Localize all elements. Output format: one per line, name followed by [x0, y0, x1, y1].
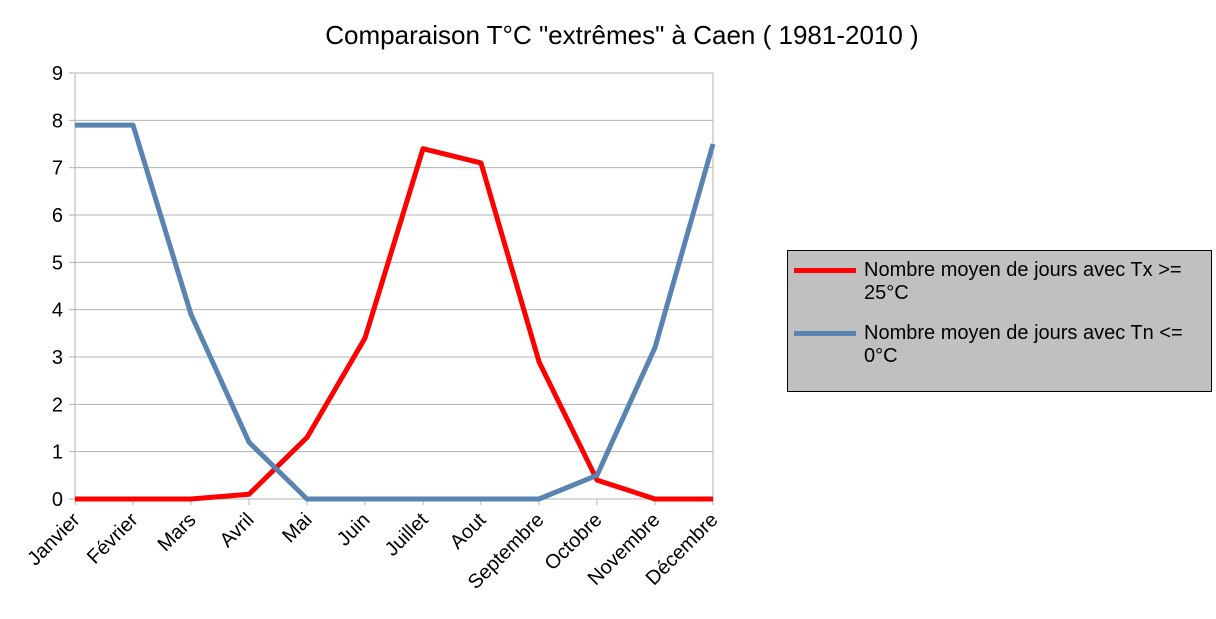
y-tick-label: 9 — [52, 63, 63, 85]
legend-label: Nombre moyen de jours avec Tn <= 0°C — [864, 322, 1183, 367]
chart-title: Comparaison T°C "extrêmes" à Caen ( 1981… — [325, 20, 918, 50]
legend: Nombre moyen de jours avec Tx >= 25°C Nom… — [787, 250, 1212, 392]
y-tick-label: 0 — [52, 489, 63, 511]
x-tick-label: Janvier — [23, 509, 84, 570]
y-tick-label: 5 — [52, 252, 63, 274]
y-tick-label: 7 — [52, 158, 63, 180]
y-tick-label: 2 — [52, 394, 63, 416]
y-tick-label: 8 — [52, 110, 63, 132]
x-tick-label: Mars — [154, 509, 201, 556]
y-tick-label: 3 — [52, 347, 63, 369]
x-tick-label: Avril — [216, 509, 259, 552]
legend-label: Nombre moyen de jours avec Tx >= 25°C — [864, 259, 1182, 304]
y-tick-label: 4 — [52, 300, 63, 322]
y-tick-label: 1 — [52, 442, 63, 464]
data-line — [75, 146, 713, 502]
x-tick-label: Juin — [333, 509, 375, 551]
legend-swatch — [794, 331, 856, 336]
x-tick-label: Aout — [446, 509, 491, 554]
x-tick-label: Mai — [278, 509, 316, 547]
data-line — [75, 122, 716, 502]
x-tick-label: Juillet — [381, 509, 433, 561]
x-tick-label: Février — [83, 509, 143, 569]
legend-swatch — [794, 268, 856, 273]
y-tick-label: 6 — [52, 205, 63, 227]
